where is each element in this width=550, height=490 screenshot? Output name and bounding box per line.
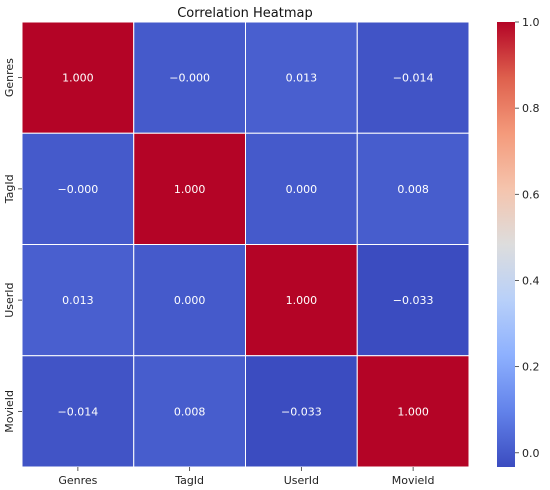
cell-value-label: 0.008 <box>397 183 429 196</box>
colorbar-tick-label: 0.8 <box>522 102 540 115</box>
heatmap-cell <box>245 355 358 468</box>
x-axis: Genres TagId UserId MovieId <box>58 467 435 487</box>
cell-value-label: 1.000 <box>397 405 429 418</box>
x-tick-label: MovieId <box>392 474 435 487</box>
y-tick-label: TagId <box>3 174 16 204</box>
colorbar-tick-label: 0.2 <box>522 361 540 374</box>
heatmap-cell <box>133 244 246 357</box>
heatmap-cell <box>245 21 358 134</box>
y-axis: Genres TagId UserId MovieId <box>3 58 22 433</box>
y-tick-label: MovieId <box>3 390 16 433</box>
cell-value-label: 0.008 <box>174 405 206 418</box>
colorbar-tick-label: 0.4 <box>522 274 540 287</box>
cell-value-label: 0.013 <box>286 72 318 85</box>
colorbar: 0.0 0.2 0.4 0.6 0.8 1.0 <box>497 16 540 467</box>
cell-value-label: 0.000 <box>286 183 318 196</box>
colorbar-tick-label: 1.0 <box>522 16 540 29</box>
cell-value-label: 0.000 <box>174 294 206 307</box>
cell-value-label: −0.033 <box>393 294 434 307</box>
heatmap-cell <box>21 355 135 468</box>
heatmap-cell <box>133 21 246 134</box>
x-tick-label: TagId <box>174 474 204 487</box>
chart-title: Correlation Heatmap <box>177 6 313 21</box>
cell-value-label: 1.000 <box>62 72 94 85</box>
cell-value-label: −0.014 <box>58 405 99 418</box>
cell-value-label: 0.013 <box>62 294 94 307</box>
cell-value-label: −0.014 <box>393 72 434 85</box>
cell-value-label: 1.000 <box>286 294 318 307</box>
heatmap-cells: 1.000 −0.000 0.013 −0.014 −0.000 1.000 0.000 0.… <box>21 21 470 468</box>
heatmap-cell <box>356 132 470 245</box>
heatmap-cell <box>21 21 135 134</box>
y-tick-label: UserId <box>3 282 16 317</box>
x-tick-label: UserId <box>284 474 319 487</box>
colorbar-tick-label: 0.0 <box>522 447 540 460</box>
heatmap-cell <box>133 355 246 468</box>
cell-value-label: −0.000 <box>169 72 210 85</box>
colorbar-tick-label: 0.6 <box>522 188 540 201</box>
cell-value-label: −0.033 <box>281 405 322 418</box>
cell-value-label: 1.000 <box>174 183 206 196</box>
colorbar-ticks: 0.0 0.2 0.4 0.6 0.8 1.0 <box>515 16 540 460</box>
cell-value-label: −0.000 <box>58 183 99 196</box>
heatmap-cell <box>133 132 246 245</box>
x-tick-label: Genres <box>58 474 97 487</box>
heatmap-cell <box>21 132 135 245</box>
heatmap-cell <box>356 355 470 468</box>
heatmap-cell <box>356 244 470 357</box>
colorbar-gradient <box>497 22 515 467</box>
y-tick-label: Genres <box>3 58 16 97</box>
heatmap-cell <box>356 21 470 134</box>
